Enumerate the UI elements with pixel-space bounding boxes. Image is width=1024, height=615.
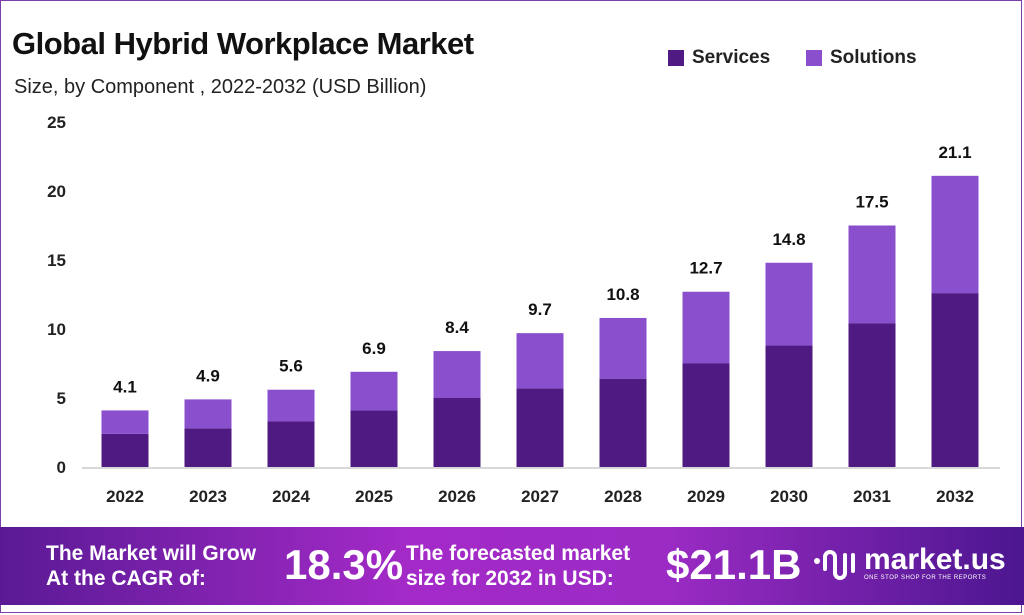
chart-subtitle: Size, by Component , 2022-2032 (USD Bill…: [14, 76, 427, 98]
bar-services-2026: [433, 398, 481, 467]
market-us-logo: market.us ONE STOP SHOP FOR THE REPORTS: [812, 543, 1006, 583]
y-tick-label: 10: [47, 320, 66, 339]
bar-solutions-2023: [184, 399, 232, 429]
x-tick-label: 2031: [853, 487, 891, 506]
bar-services-2032: [931, 293, 979, 467]
forecast-value: $21.1B: [666, 541, 802, 588]
bar-services-2031: [848, 323, 896, 467]
data-label-total: 9.7: [528, 300, 552, 319]
logo-icon: [814, 550, 855, 580]
bar-services-2028: [599, 378, 647, 467]
cagr-label: The Market will Grow At the CAGR of:: [46, 541, 256, 591]
bar-solutions-2026: [433, 351, 481, 398]
bar-services-2022: [101, 433, 149, 467]
cagr-value: 18.3%: [284, 541, 404, 588]
bar-solutions-2025: [350, 371, 398, 411]
data-label-total: 4.9: [196, 366, 220, 385]
bar-services-2023: [184, 428, 232, 467]
data-label-total: 4.1: [113, 377, 137, 396]
legend-label-services: Services: [692, 47, 771, 68]
x-tick-label: 2023: [189, 487, 227, 506]
bar-services-2027: [516, 388, 564, 467]
forecast-label-line2: size for 2032 in USD:: [406, 567, 614, 590]
bar-solutions-2024: [267, 389, 315, 422]
data-label-total: 12.7: [689, 259, 722, 278]
y-tick-label: 25: [47, 113, 66, 132]
x-tick-label: 2026: [438, 487, 476, 506]
bar-solutions-2027: [516, 333, 564, 389]
y-tick-label: 15: [47, 251, 66, 270]
data-label-total: 5.6: [279, 357, 303, 376]
x-tick-label: 2022: [106, 487, 144, 506]
bar-solutions-2030: [765, 262, 813, 346]
data-label-total: 10.8: [606, 285, 639, 304]
x-tick-label: 2024: [272, 487, 310, 506]
cagr-label-line1: The Market will Grow: [46, 542, 257, 565]
y-tick-label: 5: [57, 389, 66, 408]
data-label-total: 21.1: [938, 143, 971, 162]
x-tick-label: 2027: [521, 487, 559, 506]
x-tick-label: 2028: [604, 487, 642, 506]
x-tick-label: 2029: [687, 487, 725, 506]
cagr-label-line2: At the CAGR of:: [46, 567, 206, 590]
data-label-total: 8.4: [445, 318, 469, 337]
y-tick-label: 0: [57, 458, 66, 477]
legend-label-solutions: Solutions: [830, 47, 917, 68]
forecast-label-line1: The forecasted market: [406, 542, 631, 565]
bar-solutions-2032: [931, 175, 979, 294]
bar-solutions-2028: [599, 317, 647, 379]
bar-services-2025: [350, 410, 398, 467]
x-tick-label: 2030: [770, 487, 808, 506]
logo-name: market.us: [864, 543, 1006, 576]
legend-item-services: Services: [668, 47, 770, 69]
footer-banner: The Market will Grow At the CAGR of: 18.…: [0, 527, 1024, 605]
logo-tagline: ONE STOP SHOP FOR THE REPORTS: [864, 575, 987, 581]
forecast-label: The forecasted market size for 2032 in U…: [406, 541, 630, 591]
data-label-total: 17.5: [855, 193, 888, 212]
bar-solutions-2029: [682, 291, 730, 364]
bar-services-2024: [267, 421, 315, 467]
bar-services-2030: [765, 345, 813, 467]
bar-services-2029: [682, 363, 730, 467]
legend-item-solutions: Solutions: [806, 47, 917, 69]
bar-solutions-2031: [848, 225, 896, 324]
bar-solutions-2022: [101, 410, 149, 434]
chart-title: Global Hybrid Workplace Market: [12, 26, 474, 61]
x-tick-label: 2025: [355, 487, 393, 506]
legend-swatch-services: [668, 50, 684, 66]
data-label-total: 6.9: [362, 339, 386, 358]
y-tick-label: 20: [47, 182, 66, 201]
data-label-total: 14.8: [772, 230, 805, 249]
x-tick-label: 2032: [936, 487, 974, 506]
legend-swatch-solutions: [806, 50, 822, 66]
bar-chart: 05101520254.120224.920235.620246.920258.…: [47, 113, 1000, 506]
